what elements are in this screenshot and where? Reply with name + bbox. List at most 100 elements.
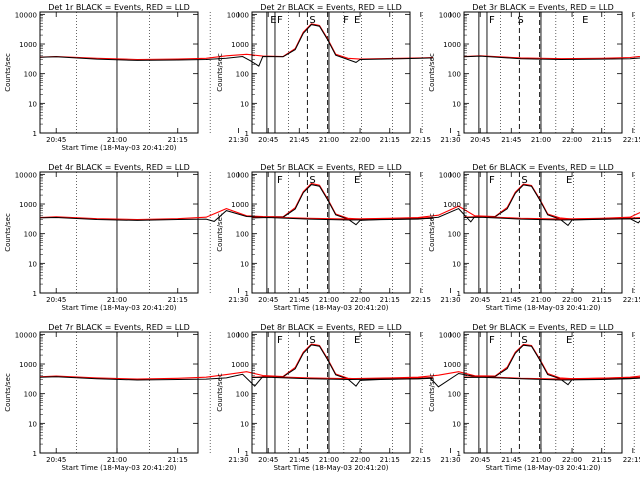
plot-frame: [39, 11, 199, 134]
x-axis-label: Start Time (18-May-03 20:41:20): [273, 464, 388, 472]
x-tick-label: 22:15: [623, 456, 640, 464]
x-tick-label: 21:30: [440, 296, 460, 304]
y-tick-label: 1: [33, 450, 37, 458]
y-tick-label: 1: [245, 450, 249, 458]
x-tick-label: 21:15: [380, 456, 400, 464]
y-axis-label: Counts/sec: [216, 213, 224, 252]
x-tick-label: 21:45: [289, 136, 309, 144]
segment-label: F: [277, 335, 283, 346]
y-tick-label: 10: [28, 260, 37, 268]
panel-title: Det 4r BLACK = Events, RED = LLD: [48, 163, 190, 172]
x-tick-label: 22:15: [411, 296, 431, 304]
x-tick-label: 22:00: [350, 456, 370, 464]
plot-frame: [251, 171, 411, 294]
y-tick-label: 100: [24, 391, 37, 399]
y-tick-label: 1000: [443, 361, 461, 369]
x-tick-label: 21:00: [319, 136, 339, 144]
events-series-line: [463, 216, 640, 224]
x-tick-label: 22:15: [411, 136, 431, 144]
segment-label: E: [354, 15, 360, 26]
y-tick-label: 10: [452, 260, 461, 268]
x-tick-label: 21:15: [168, 296, 188, 304]
y-axis-label: Counts/sec: [428, 53, 436, 92]
y-tick-label: 1000: [19, 201, 37, 209]
y-tick-label: 1: [457, 450, 461, 458]
y-axis-label: Counts/sec: [4, 373, 12, 412]
events-series-line: [39, 344, 434, 387]
x-tick-label: 21:00: [319, 296, 339, 304]
panel-title: Det 7r BLACK = Events, RED = LLD: [48, 323, 190, 332]
panel-title: Det 1r BLACK = Events, RED = LLD: [48, 3, 190, 12]
panel-det-9: Det 9r BLACK = Events, RED = LLD 1 10 100 10…: [428, 323, 640, 472]
y-tick-label: 10000: [227, 171, 249, 179]
y-axis-label: Counts/sec: [216, 53, 224, 92]
x-tick-label: 21:00: [531, 136, 551, 144]
x-tick-label: 22:00: [350, 296, 370, 304]
panel-det-2: Det 2r BLACK = Events, RED = LLD 1 10 100 10…: [216, 3, 640, 144]
y-tick-label: 100: [448, 71, 461, 79]
panel-det-7: Det 7r BLACK = Events, RED = LLD 1 10 100 10…: [4, 323, 434, 472]
y-tick-label: 1: [245, 290, 249, 298]
x-tick-label: 21:45: [289, 456, 309, 464]
segment-label: F: [489, 175, 495, 186]
segment-label: F: [489, 15, 495, 26]
segment-label: F: [277, 15, 283, 26]
x-tick-label: 21:15: [592, 296, 612, 304]
y-tick-label: 10: [28, 420, 37, 428]
x-axis-label: Start Time (18-May-03 20:41:20): [61, 144, 176, 152]
plot-frame: [463, 11, 623, 134]
y-tick-label: 1: [33, 130, 37, 138]
x-tick-label: 21:45: [501, 456, 521, 464]
y-tick-label: 10: [240, 420, 249, 428]
x-tick-label: 21:00: [107, 296, 127, 304]
y-tick-label: 10000: [15, 11, 37, 19]
x-tick-label: 21:15: [380, 136, 400, 144]
x-tick-label: 21:45: [501, 296, 521, 304]
y-axis-label: Counts/sec: [428, 373, 436, 412]
y-tick-label: 10000: [15, 331, 37, 339]
y-tick-label: 10: [452, 100, 461, 108]
x-tick-label: 20:45: [46, 296, 66, 304]
x-tick-label: 21:15: [592, 456, 612, 464]
plot-frame: [39, 331, 199, 454]
x-tick-label: 20:45: [258, 136, 278, 144]
segment-label: S: [521, 335, 527, 346]
panel-title: Det 9r BLACK = Events, RED = LLD: [472, 323, 614, 332]
panel-title: Det 2r BLACK = Events, RED = LLD: [260, 3, 402, 12]
x-tick-label: 20:45: [470, 136, 490, 144]
y-tick-label: 10000: [15, 171, 37, 179]
x-tick-label: 21:30: [228, 456, 248, 464]
x-tick-label: 20:45: [46, 456, 66, 464]
x-tick-label: 21:00: [319, 456, 339, 464]
segment-label: S: [309, 15, 315, 26]
x-tick-label: 20:45: [46, 136, 66, 144]
events-series-line: [39, 24, 434, 67]
y-tick-label: 1000: [19, 41, 37, 49]
panel-title: Det 8r BLACK = Events, RED = LLD: [260, 323, 402, 332]
y-tick-label: 1: [457, 130, 461, 138]
y-axis-label: Counts/sec: [216, 373, 224, 412]
x-tick-label: 21:00: [531, 296, 551, 304]
y-tick-label: 1: [245, 130, 249, 138]
x-tick-label: 20:45: [470, 296, 490, 304]
y-tick-label: 100: [236, 71, 249, 79]
y-tick-label: 100: [24, 71, 37, 79]
segment-label: S: [309, 335, 315, 346]
x-tick-label: 21:15: [380, 296, 400, 304]
x-tick-label: 21:00: [107, 136, 127, 144]
y-tick-label: 10: [452, 420, 461, 428]
panel-det-6: Det 6r BLACK = Events, RED = LLD 1 10 100 10…: [428, 163, 640, 312]
x-tick-label: 21:30: [228, 296, 248, 304]
y-tick-label: 100: [448, 231, 461, 239]
x-axis-label: Start Time (18-May-03 20:41:20): [273, 304, 388, 312]
x-tick-label: 22:00: [562, 136, 582, 144]
x-tick-label: 20:45: [470, 456, 490, 464]
x-tick-label: 22:00: [562, 296, 582, 304]
x-tick-label: 20:45: [258, 296, 278, 304]
y-tick-label: 100: [236, 231, 249, 239]
y-tick-label: 100: [448, 391, 461, 399]
x-tick-label: 21:00: [531, 456, 551, 464]
y-tick-label: 10: [240, 100, 249, 108]
panel-det-1: Det 1r BLACK = Events, RED = LLD 1 10 100 10…: [4, 3, 434, 152]
